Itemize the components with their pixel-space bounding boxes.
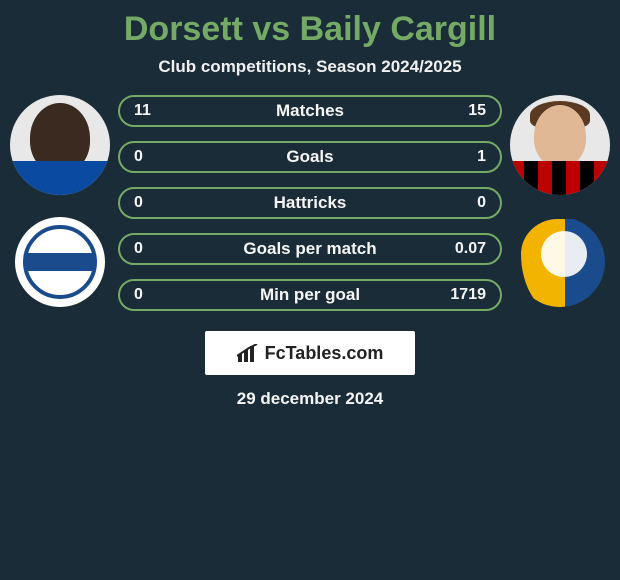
comparison-panel: 11 Matches 15 0 Goals 1 0 Hattricks 0 0 …: [0, 77, 620, 325]
right-side: [510, 95, 610, 307]
stat-label: Min per goal: [174, 285, 446, 305]
stat-left-value: 0: [134, 240, 174, 258]
stat-label: Goals: [174, 147, 446, 167]
stat-row-hattricks: 0 Hattricks 0: [118, 187, 502, 219]
snapshot-date: 29 december 2024: [0, 389, 620, 409]
stat-right-value: 0.07: [446, 240, 486, 258]
stat-row-min-per-goal: 0 Min per goal 1719: [118, 279, 502, 311]
stat-right-value: 0: [446, 194, 486, 212]
stat-row-matches: 11 Matches 15: [118, 95, 502, 127]
player-photo-right: [510, 95, 610, 195]
stat-label: Hattricks: [174, 193, 446, 213]
bar-chart-icon: [237, 344, 259, 362]
stat-left-value: 0: [134, 148, 174, 166]
stat-left-value: 0: [134, 194, 174, 212]
club-crest-left: [15, 217, 105, 307]
stat-label: Matches: [174, 101, 446, 121]
page-title: Dorsett vs Baily Cargill: [0, 0, 620, 49]
stat-row-goals: 0 Goals 1: [118, 141, 502, 173]
stat-right-value: 15: [446, 102, 486, 120]
stats-column: 11 Matches 15 0 Goals 1 0 Hattricks 0 0 …: [110, 95, 510, 325]
stat-label: Goals per match: [174, 239, 446, 259]
club-crest-right: [515, 217, 605, 307]
subtitle: Club competitions, Season 2024/2025: [0, 57, 620, 77]
left-side: [10, 95, 110, 307]
stat-left-value: 0: [134, 286, 174, 304]
player-photo-left: [10, 95, 110, 195]
stat-right-value: 1: [446, 148, 486, 166]
stat-right-value: 1719: [446, 286, 486, 304]
watermark-brand: FcTables.com: [205, 331, 415, 375]
stat-row-goals-per-match: 0 Goals per match 0.07: [118, 233, 502, 265]
brand-text: FcTables.com: [265, 343, 384, 364]
stat-left-value: 11: [134, 102, 174, 120]
